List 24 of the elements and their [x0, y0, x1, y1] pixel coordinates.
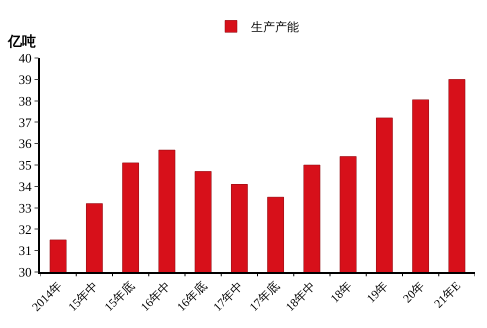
y-axis-title: 亿吨 [7, 34, 36, 50]
x-tick-label: 15年中 [65, 278, 101, 314]
y-tick-label: 35 [18, 158, 32, 173]
x-tick-label: 18年 [328, 278, 354, 306]
x-tick-label: 18年中 [282, 278, 318, 314]
x-tick-label: 17年中 [210, 278, 246, 314]
y-tick-label: 33 [18, 200, 32, 216]
y-tick-label: 30 [18, 264, 32, 280]
legend-label: 生产产能 [251, 20, 299, 34]
y-tick-label: 39 [18, 72, 32, 87]
x-tick-label: 17年底 [246, 278, 282, 314]
x-tick-label: 16年中 [138, 278, 174, 314]
x-tick-label: 21年E [431, 278, 464, 311]
y-tick-label: 31 [18, 243, 32, 258]
y-tick-label: 34 [18, 178, 32, 194]
y-tick-label: 38 [18, 93, 32, 108]
x-tick-label: 15年底 [102, 278, 137, 314]
y-tick-label: 36 [18, 136, 32, 152]
y-tick-label: 32 [18, 222, 32, 237]
y-tick-label: 40 [18, 50, 32, 66]
x-tick-label: 16年底 [174, 278, 210, 314]
x-tick-label: 19年 [364, 278, 391, 306]
y-tick-label: 37 [18, 114, 32, 130]
x-tick-label: 20年 [400, 278, 427, 306]
